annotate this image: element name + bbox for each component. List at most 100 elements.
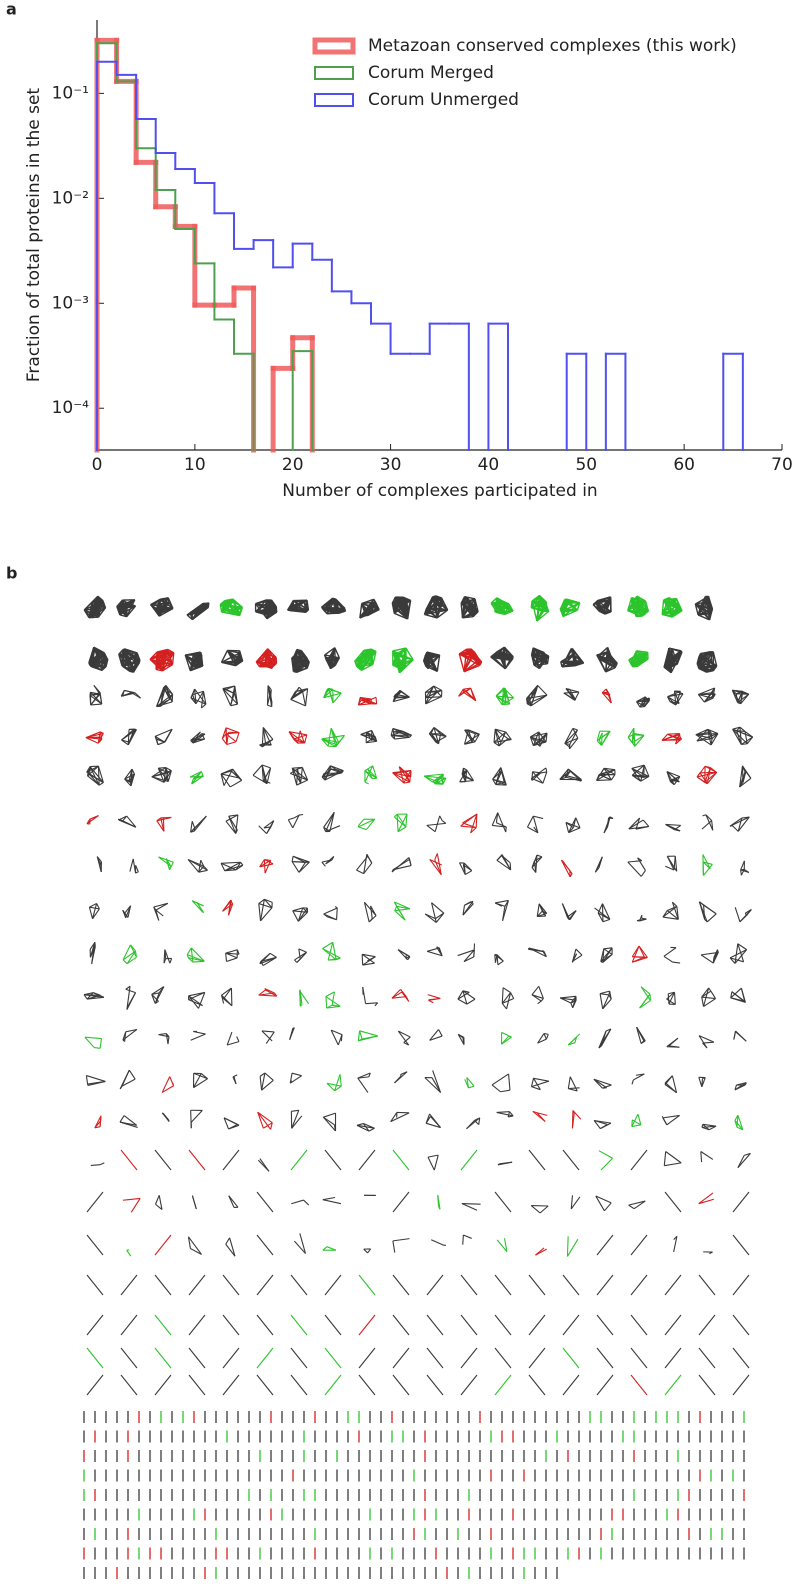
glyph-edge: [323, 598, 336, 611]
complex-glyph: [530, 1205, 549, 1214]
glyph-edge: [631, 945, 640, 963]
complex-glyph: [322, 1246, 337, 1251]
glyph-edge: [744, 730, 753, 738]
glyph-edge: [91, 659, 109, 668]
glyph-edge: [361, 663, 374, 671]
glyph-edge: [746, 736, 754, 745]
glyph-edge: [602, 998, 612, 1010]
glyph-edge: [505, 731, 512, 740]
glyph-edge: [707, 729, 712, 746]
glyph-edge: [323, 773, 326, 781]
complex-glyph: [120, 1374, 138, 1396]
glyph-edge: [511, 609, 514, 612]
glyph-edge: [200, 654, 204, 667]
glyph-edge: [563, 599, 567, 610]
complex-glyph: [222, 1374, 240, 1396]
glyph-edge: [155, 649, 168, 670]
glyph-edge: [440, 777, 444, 785]
glyph-edge: [356, 666, 362, 671]
glyph-edge: [503, 687, 515, 699]
glyph-edge: [96, 856, 102, 866]
glyph-edge: [466, 597, 474, 617]
complex-glyph: [256, 1314, 274, 1336]
glyph-edge: [631, 742, 636, 747]
glyph-edge: [667, 993, 670, 1005]
glyph-edge: [119, 1115, 125, 1123]
glyph-edge: [324, 647, 336, 656]
glyph-edge: [154, 1347, 172, 1369]
glyph-edge: [531, 600, 550, 612]
glyph-edge: [602, 954, 613, 963]
complex-glyph: [397, 949, 411, 961]
glyph-edge: [335, 744, 338, 747]
glyph-edge: [509, 1111, 514, 1117]
glyph-edge: [571, 654, 578, 665]
complex-glyph: [357, 696, 378, 706]
glyph-edge: [288, 731, 305, 744]
glyph-edge: [164, 949, 171, 964]
y-axis-label: Fraction of total proteins in the set: [24, 88, 44, 383]
complex-glyph: [426, 815, 447, 833]
glyph-edge: [404, 658, 407, 668]
glyph-edge: [194, 689, 197, 704]
glyph-edge: [528, 1149, 546, 1171]
glyph-edge: [532, 647, 548, 665]
glyph-edge: [491, 1084, 501, 1093]
glyph-edge: [118, 652, 138, 655]
complex-glyph: [359, 598, 380, 619]
glyph-edge: [474, 733, 480, 743]
glyph-edge: [236, 949, 240, 955]
glyph-edge: [192, 731, 201, 744]
y-tick-label: 10⁻⁴: [52, 398, 90, 418]
glyph-edge: [154, 1274, 172, 1296]
glyph-edge: [99, 694, 103, 705]
complex-glyph: [290, 1149, 308, 1171]
glyph-edge: [462, 1234, 464, 1245]
glyph-edge: [665, 1151, 682, 1164]
glyph-edge: [597, 599, 612, 613]
glyph-edge: [190, 1110, 192, 1129]
glyph-edge: [426, 651, 440, 656]
glyph-edge: [222, 688, 232, 706]
glyph-edge: [299, 730, 305, 743]
glyph-edge: [701, 820, 713, 830]
glyph-edge: [172, 1082, 175, 1086]
complex-glyph: [698, 1076, 706, 1088]
glyph-edge: [532, 815, 539, 833]
glyph-edge: [290, 698, 306, 707]
glyph-edge: [628, 1204, 635, 1210]
glyph-edge: [154, 736, 158, 740]
glyph-edge: [235, 814, 239, 834]
glyph-edge: [201, 733, 206, 740]
glyph-edge: [325, 996, 341, 1007]
glyph-edge: [155, 652, 175, 670]
glyph-edge: [640, 986, 651, 1001]
glyph-edge: [330, 1029, 343, 1036]
glyph-edge: [466, 769, 474, 781]
glyph-edge: [701, 1124, 704, 1128]
glyph-edge: [363, 1123, 375, 1129]
complex-glyph: [734, 1082, 747, 1091]
glyph-edge: [392, 1149, 410, 1171]
glyph-edge: [744, 731, 748, 744]
glyph-edge: [640, 870, 646, 877]
glyph-edge: [464, 729, 476, 735]
glyph-edge: [700, 596, 707, 607]
complex-glyph: [631, 1073, 645, 1085]
glyph-edge: [462, 822, 477, 829]
complex-glyph: [287, 599, 310, 614]
glyph-edge: [164, 728, 173, 743]
glyph-edge: [390, 1112, 410, 1123]
glyph-edge: [336, 907, 338, 920]
glyph-edge: [392, 772, 405, 784]
complex-glyph: [86, 815, 99, 825]
glyph-edge: [527, 947, 530, 950]
complex-glyph: [154, 1234, 172, 1256]
glyph-edge: [703, 904, 717, 915]
glyph-edge: [464, 870, 473, 876]
glyph-edge: [466, 998, 476, 1005]
glyph-edge: [729, 957, 744, 963]
glyph-edge: [199, 651, 203, 656]
glyph-edge: [232, 601, 239, 615]
